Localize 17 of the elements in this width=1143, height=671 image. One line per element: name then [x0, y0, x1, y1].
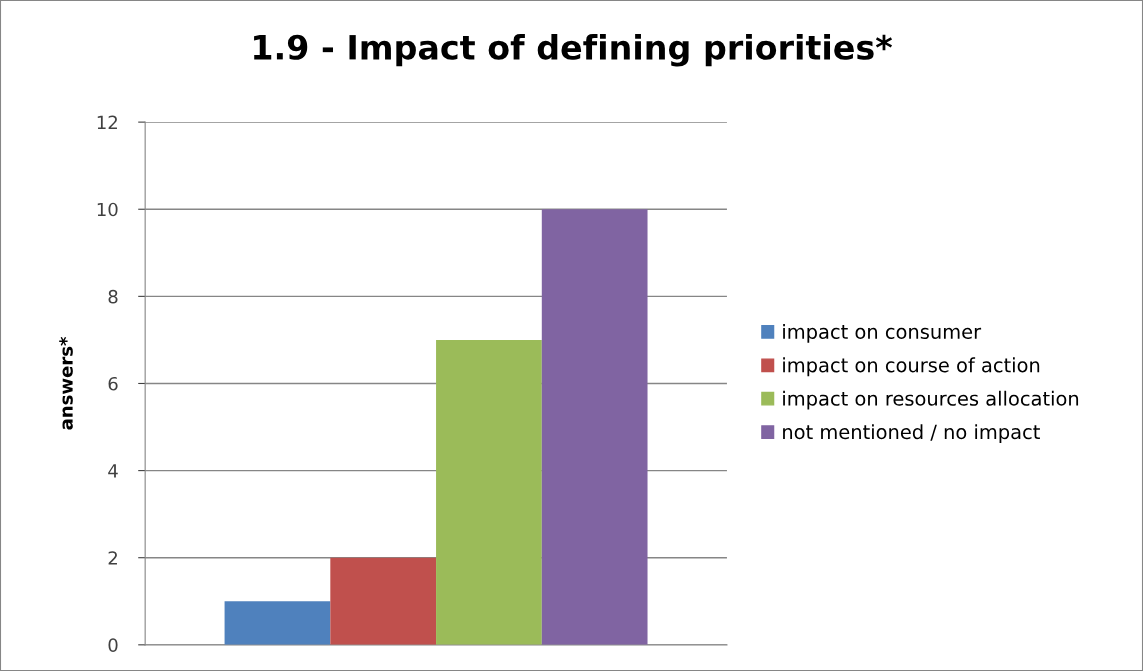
- bar: [541, 209, 648, 645]
- chart-title: 1.9 - Impact of defining priorities*: [254, 34, 893, 67]
- y-tick-label: 10: [97, 202, 118, 217]
- bar: [330, 557, 437, 645]
- y-tick-label: 2: [108, 551, 117, 565]
- y-tick-label: 12: [97, 115, 117, 129]
- y-tick-label: 8: [108, 289, 118, 304]
- y-axis-title: answers*: [59, 336, 73, 430]
- legend-label: impact on course of action: [783, 357, 1040, 377]
- legend-label: not mentioned / no impact: [783, 424, 1040, 443]
- legend-label: impact on resources allocation: [783, 390, 1079, 410]
- y-tick-label: 6: [108, 376, 118, 391]
- legend-label: impact on consumer: [783, 323, 982, 343]
- bar: [436, 339, 542, 645]
- bar: [224, 601, 331, 645]
- y-tick-label: 4: [108, 464, 118, 478]
- y-tick-label: 0: [108, 638, 118, 652]
